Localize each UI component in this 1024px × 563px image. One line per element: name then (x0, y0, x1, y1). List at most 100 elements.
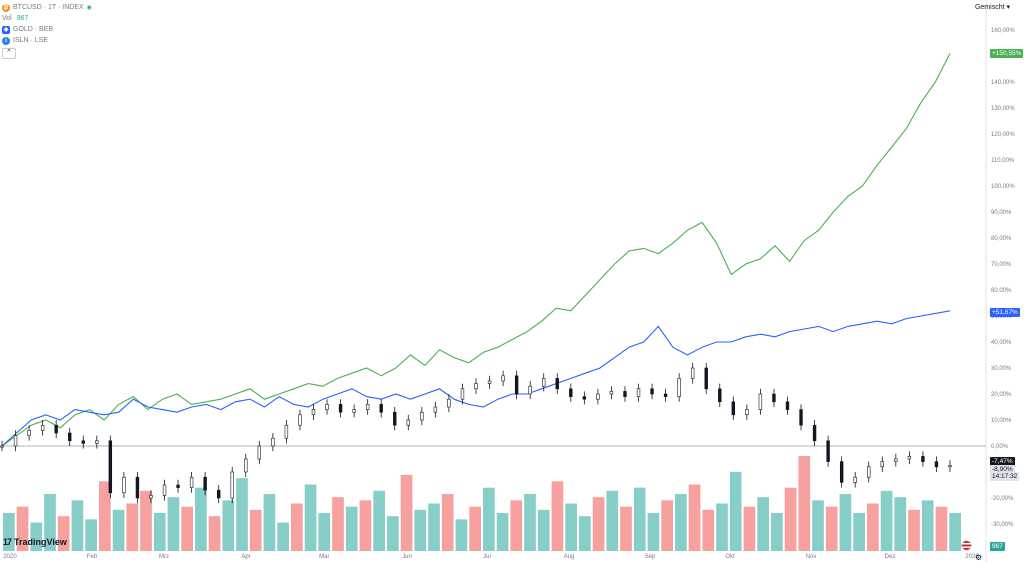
volume-bar (921, 500, 934, 551)
candle-body (663, 393, 668, 397)
volume-layer (3, 456, 961, 551)
series-line-gold (1, 53, 951, 447)
volume-bar (537, 509, 550, 551)
volume-bar (318, 513, 331, 551)
legend-compare-gold[interactable]: ◆ GOLD · BEB (2, 24, 92, 35)
candle-body (582, 396, 587, 400)
us-flag-icon[interactable] (961, 540, 972, 551)
candle-body (135, 476, 140, 499)
volume-bar (30, 522, 43, 551)
volume-bar (606, 490, 619, 551)
bitcoin-icon: ₿ (2, 3, 10, 12)
volume-value: 967 (16, 15, 29, 22)
candle-body (311, 409, 316, 416)
candle-body (40, 424, 45, 431)
y-tick-label: 80,00% (991, 236, 1012, 242)
candle-body (812, 424, 817, 442)
volume-bar (825, 506, 838, 551)
y-tick-label: 120,00% (991, 132, 1015, 138)
y-tick-label: 0,00% (991, 444, 1009, 450)
y-tick-label: 100,00% (991, 184, 1015, 190)
volume-bar (935, 506, 948, 551)
candle-body (13, 435, 18, 447)
candle-body (839, 461, 844, 483)
candle-body (474, 383, 478, 390)
legend-main-symbol: BTCUSD · 1T · INDEX (13, 4, 84, 11)
volume-bar (908, 509, 920, 551)
candle-body (406, 419, 410, 426)
tradingview-logo[interactable]: 17 TradingView (3, 537, 67, 547)
volume-bar (291, 503, 303, 551)
volume-bar (743, 506, 756, 551)
candle-body (216, 489, 221, 499)
candle-body (352, 409, 356, 413)
volume-bar (373, 490, 385, 551)
x-tick-label: Apr (241, 554, 251, 560)
volume-bar (496, 513, 509, 551)
volume-bar (510, 500, 523, 551)
candle-body (772, 393, 776, 403)
volume-bar (277, 522, 289, 551)
volume-bar (688, 484, 701, 551)
candle-body (542, 378, 546, 387)
candle-body (650, 388, 654, 395)
legend-main[interactable]: ₿ BTCUSD · 1T · INDEX ◉ (2, 2, 92, 13)
volume-bar (798, 456, 811, 551)
legend-collapse-button[interactable]: ^ (2, 48, 16, 59)
volume-bar (839, 494, 852, 551)
legend-gold-symbol: GOLD · BEB (13, 26, 54, 33)
gold-icon: ◆ (2, 25, 10, 34)
info-icon: i (2, 36, 10, 45)
volume-bar (579, 516, 591, 551)
volume-bar (524, 494, 536, 551)
legend-compare-isln[interactable]: i ISLN · LSE (2, 35, 92, 46)
candle-body (921, 456, 925, 462)
series-line-isln (1, 310, 951, 447)
scale-mode-dropdown[interactable]: Gemischt ▾ (975, 3, 1010, 11)
candle-body (596, 393, 600, 400)
volume-bar (167, 497, 180, 551)
volume-bar (208, 516, 221, 551)
gear-icon[interactable]: ⚙ (975, 553, 983, 562)
legend-volume: Vol 967 (2, 13, 92, 24)
volume-bar (428, 503, 440, 551)
price-label-isln: +51,67% (990, 308, 1020, 317)
market-open-icon: ◉ (86, 5, 92, 11)
candle-body (826, 440, 830, 462)
tradingview-icon: 17 (3, 537, 12, 547)
candle-body (189, 476, 194, 488)
series-layer (0, 53, 952, 504)
price-axis[interactable]: 160,00%150,00%140,00%130,00%120,00%110,0… (991, 28, 1015, 528)
x-tick-label: Nov (805, 554, 817, 560)
x-tick-label: 2026 (965, 554, 979, 560)
candle-body (95, 440, 99, 444)
candle-body (27, 430, 31, 436)
volume-bar (675, 494, 687, 551)
candle-body (677, 378, 681, 397)
volume-bar (345, 506, 358, 551)
price-label-gold: +150,55% (990, 49, 1024, 58)
brand-name: TradingView (14, 537, 67, 547)
volume-bar (332, 497, 344, 551)
y-tick-label: 140,00% (991, 80, 1015, 86)
candle-body (867, 466, 871, 478)
volume-label: Vol (2, 15, 12, 22)
price-label-btc-current: -8,90% (990, 465, 1015, 474)
candle-body (257, 445, 262, 460)
y-tick-label: 110,00% (991, 158, 1015, 164)
legend: ₿ BTCUSD · 1T · INDEX ◉ Vol 967 ◆ GOLD ·… (2, 2, 92, 59)
volume-bar (112, 509, 125, 551)
y-tick-label: 10,00% (991, 418, 1012, 424)
x-tick-label: Jul (483, 554, 491, 560)
volume-bar (387, 516, 399, 551)
y-tick-label: 160,00% (991, 28, 1015, 34)
volume-bar (414, 509, 427, 551)
candle-body (799, 409, 803, 426)
candle-body (569, 388, 573, 397)
x-tick-label: Sep (644, 554, 656, 560)
candle-body (758, 393, 763, 410)
volume-bar (880, 490, 893, 551)
price-label-btc: -7,47% (990, 457, 1015, 466)
candle-body (393, 411, 397, 426)
